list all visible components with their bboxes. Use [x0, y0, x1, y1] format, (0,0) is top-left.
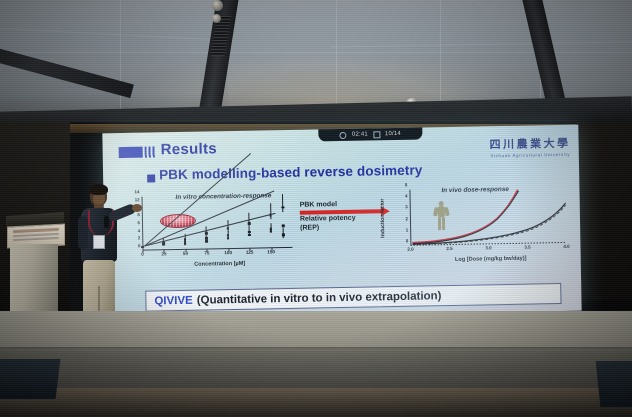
stage-front-face	[0, 351, 632, 391]
calendar-icon	[372, 130, 380, 138]
ceiling	[0, 0, 632, 140]
presenter-neck	[94, 204, 103, 210]
floor	[0, 388, 632, 417]
right-chart-curves	[412, 189, 567, 246]
presentation-slide: Results PBK modelling-based reverse dosi…	[102, 125, 581, 320]
projection-screen: Results PBK modelling-based reverse dosi…	[102, 124, 582, 320]
microphone-icon	[104, 216, 109, 228]
presenter-leg-split	[98, 286, 100, 322]
presenter-lanyard	[88, 210, 114, 236]
presenter-right-arm	[78, 216, 88, 250]
audience-chair	[0, 359, 61, 399]
ceiling-spotlight	[212, 14, 221, 23]
presenter-hair	[89, 184, 108, 195]
ceiling-spotlight	[212, 0, 223, 11]
presenter-hand	[132, 204, 142, 212]
clock-icon	[339, 131, 347, 139]
chart-in-vivo-dose-response: Induction factor 0 1 2 3 4 5 2.0 2.5 3.0…	[380, 182, 570, 266]
overlay-timer: 02:41	[351, 131, 368, 138]
projector-status-overlay: 02:41 10/14	[318, 127, 423, 142]
audience-chair	[595, 361, 632, 407]
right-wall	[576, 122, 632, 322]
right-chart-plot-area: 0 1 2 3 4 5 2.0 2.5 3.0 3.5 4.0 In vivo …	[405, 182, 570, 252]
stage-platform	[0, 311, 632, 355]
overlay-date: 10/14	[384, 130, 401, 138]
presenter-face	[93, 192, 105, 205]
presenter-badge	[93, 235, 105, 249]
screen-scanlines	[102, 124, 582, 320]
